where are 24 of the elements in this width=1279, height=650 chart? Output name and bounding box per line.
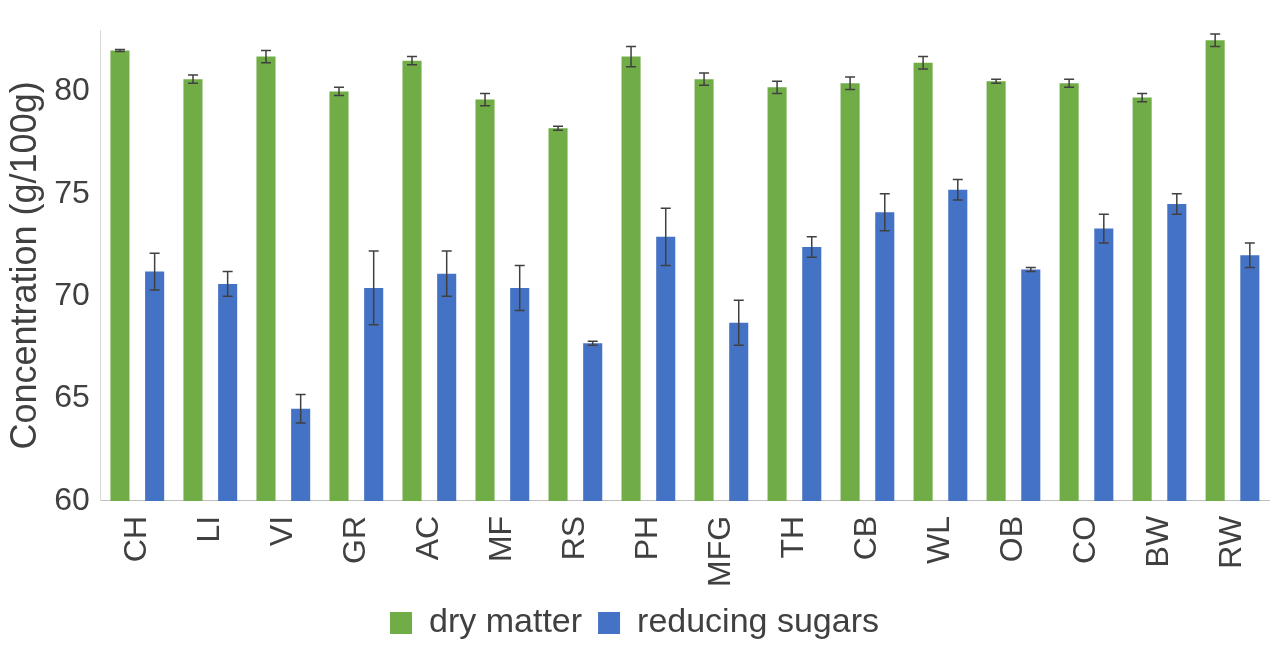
legend-label: dry matter — [429, 601, 583, 640]
x-tick-label: MF — [482, 515, 519, 563]
x-tick-label: LI — [190, 515, 227, 543]
x-tick-label: GR — [336, 515, 373, 564]
y-tick-label: 60 — [54, 480, 90, 517]
legend-label: reducing sugars — [637, 601, 879, 640]
x-tick-label: PH — [628, 515, 665, 561]
x-tick-label: VI — [263, 515, 300, 547]
y-tick-label: 80 — [54, 71, 90, 108]
x-tick-label: CO — [1066, 515, 1103, 564]
y-tick-label: 65 — [54, 378, 90, 415]
x-tick-label: MFG — [701, 515, 738, 587]
y-tick-label: 70 — [54, 275, 90, 312]
y-axis-title: Concentration (g/100g) — [2, 81, 44, 450]
x-tick-label: AC — [409, 515, 446, 561]
x-tick-label: WL — [920, 515, 957, 564]
x-tick-label: RS — [555, 515, 592, 561]
y-tick-label: 75 — [54, 173, 90, 210]
x-tick-label: TH — [774, 515, 811, 559]
x-tick-label: BW — [1139, 515, 1176, 568]
x-tick-label: RW — [1212, 515, 1249, 569]
x-tick-label: CB — [847, 515, 884, 561]
x-tick-label: CH — [117, 515, 154, 563]
x-tick-label: OB — [993, 515, 1030, 563]
